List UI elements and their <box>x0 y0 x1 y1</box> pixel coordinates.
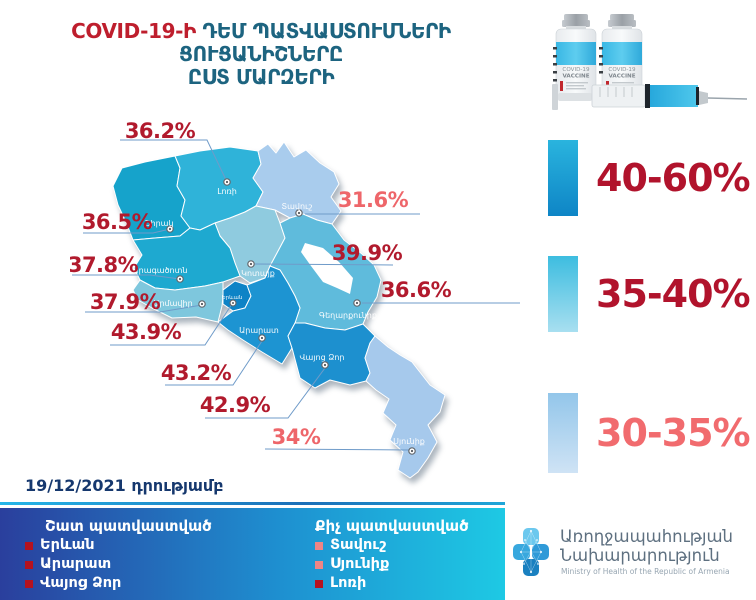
legend-item-40-60: 40-60% <box>548 140 751 216</box>
percent-ararat: 43.2% <box>161 361 232 385</box>
percent-gegharkunik: 36.6% <box>381 278 452 302</box>
leader-lines <box>72 139 520 451</box>
vial-label-covid: COVID-19 <box>608 67 636 73</box>
most-vaccinated-title: Շատ պատվաստված <box>45 517 212 535</box>
bullet-icon <box>315 561 323 569</box>
least-item-lori: Լոռի <box>330 575 367 591</box>
armenia-map: Լոռի Տավուշ Շիրակ Արագածոտն Կոտայք Գեղար… <box>70 119 520 479</box>
vial-label-vaccine: VACCINE <box>608 74 635 80</box>
ministry-logo-icon <box>513 528 549 576</box>
date-note: 19/12/2021 դրությամբ <box>25 476 224 495</box>
region-label-armavir: Արմավիր <box>153 299 192 308</box>
footer-panel: Շատ պատվաստված Երևան Արարատ Վայոց Ձոր Քի… <box>0 508 505 600</box>
ministry-name-line2: Նախարարություն <box>560 546 720 565</box>
percent-shirak: 36.5% <box>82 210 153 234</box>
most-item-vayots-dzor: Վայոց Ձոր <box>40 575 122 591</box>
region-label-lori: Լոռի <box>217 187 237 196</box>
region-label-tavush: Տավուշ <box>281 202 312 211</box>
percent-yerevan: 43.9% <box>111 320 182 344</box>
bullet-icon <box>25 580 33 588</box>
percent-kotayk: 39.9% <box>332 241 403 265</box>
bullet-icon <box>25 542 33 550</box>
percent-lori: 36.2% <box>125 119 196 143</box>
legend-swatch-35-40 <box>548 256 578 332</box>
title-rest: ԴԵՄ ՊԱՏՎԱՍՏՈՒՄՆԵՐԻ ՑՈՒՑԱՆԻՇՆԵՐԸ <box>179 19 451 66</box>
region-armavir <box>132 279 224 323</box>
least-vaccinated-title: Քիչ պատվաստված <box>315 517 469 535</box>
most-item-yerevan: Երևան <box>40 537 95 553</box>
region-label-yerevan: Երևան <box>222 295 243 301</box>
region-tavush <box>252 141 342 225</box>
ministry-name-line1: Առողջապահության <box>560 527 734 546</box>
percent-tavush: 31.6% <box>338 188 409 212</box>
percent-vayots-dzor: 42.9% <box>200 393 271 417</box>
title-covid: COVID-19-Ի <box>71 19 196 43</box>
legend-swatch-40-60 <box>548 140 578 216</box>
region-name-labels: Լոռի Տավուշ Շիրակ Արագածոտն Կոտայք Գեղար… <box>133 187 425 446</box>
percent-syunik: 34% <box>272 425 321 449</box>
percent-aragatsotn: 37.8% <box>70 253 139 277</box>
percent-labels: 36.2% 31.6% 36.5% 37.8% 39.9% 36.6% 37.9… <box>70 119 452 449</box>
vial-1: COVID-19 VACCINE <box>553 14 597 100</box>
syringe-icon <box>552 84 748 110</box>
region-label-syunik: Սյունիք <box>393 437 425 446</box>
legend-swatch-30-35 <box>548 393 578 473</box>
ministry-name-english: Ministry of Health of the Republic of Ar… <box>561 567 730 576</box>
region-label-shirak: Շիրակ <box>144 219 173 228</box>
divider-line <box>0 502 505 505</box>
legend-label-35-40: 35-40% <box>596 272 751 316</box>
legend-item-35-40: 35-40% <box>548 256 751 332</box>
most-item-ararat: Արարատ <box>40 556 112 572</box>
region-label-ararat: Արարատ <box>239 326 279 335</box>
legend-item-30-35: 30-35% <box>548 393 751 473</box>
region-label-aragatsotn: Արագածոտն <box>133 266 188 275</box>
bullet-icon <box>315 542 323 550</box>
title-line2: ԸՍՏ ՄԱՐԶԵՐԻ <box>187 65 335 89</box>
region-label-gegharkunik: Գեղարքունիք <box>319 311 377 320</box>
region-marker-centers <box>168 180 414 453</box>
legend-label-40-60: 40-60% <box>596 156 751 200</box>
percent-armavir: 37.9% <box>90 290 161 314</box>
vaccine-vials-icon: COVID-19 VACCINE COVID-19 VACCINE <box>552 14 748 110</box>
region-label-kotayk: Կոտայք <box>241 269 275 278</box>
bullet-icon <box>315 580 323 588</box>
region-label-vayots-dzor: Վայոց Ձոր <box>300 353 345 362</box>
vial-label-vaccine: VACCINE <box>562 74 589 80</box>
legend-label-30-35: 30-35% <box>596 411 751 455</box>
title-line1: COVID-19-Ի ԴԵՄ ՊԱՏՎԱՍՏՈՒՄՆԵՐԻ ՑՈՒՑԱՆԻՇՆԵ… <box>18 20 504 66</box>
vial-label-covid: COVID-19 <box>562 67 590 73</box>
page-title: COVID-19-Ի ԴԵՄ ՊԱՏՎԱՍՏՈՒՄՆԵՐԻ ՑՈՒՑԱՆԻՇՆԵ… <box>18 20 504 89</box>
bullet-icon <box>25 561 33 569</box>
least-item-tavush: Տավուշ <box>330 537 387 553</box>
region-syunik <box>364 335 446 479</box>
least-item-syunik: Սյունիք <box>330 556 390 572</box>
lake-sevan <box>301 243 353 294</box>
